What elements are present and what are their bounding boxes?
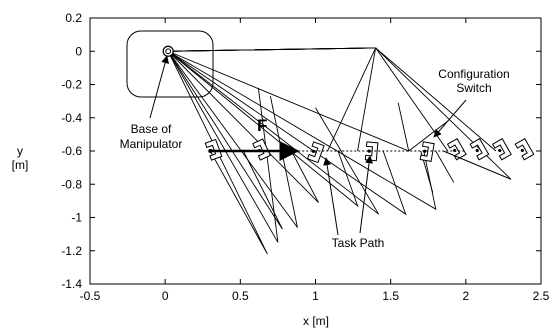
- arm-configuration: [168, 47, 449, 152]
- task-path-annotation: Task Path: [332, 236, 385, 250]
- x-axis-label: x [m]: [303, 314, 329, 328]
- gripper-point: [520, 148, 524, 153]
- arm-configuration: [167, 50, 407, 216]
- x-tick-label: 2.5: [533, 289, 550, 303]
- gripper: [469, 138, 490, 161]
- y-tick-label: -1.4: [61, 277, 82, 291]
- base-enclosure: [126, 30, 214, 98]
- y-tick-label: 0: [75, 44, 82, 58]
- x-tick-label: 0: [162, 289, 169, 303]
- arm-configuration: [167, 50, 380, 215]
- path-overlay: [208, 141, 512, 180]
- y-tick-label: -1: [71, 211, 82, 225]
- axis-ticks: -0.5 0 0.5 1 1.5 2 2.5 0.2 0 -0.2 -0.4 -0.6 -0.8 -1 -1…: [61, 11, 549, 303]
- force-label: F: [257, 116, 267, 135]
- switch-pointer-arrow: [433, 99, 467, 138]
- gripper-point: [475, 148, 479, 153]
- switch-annotation-line2: Switch: [456, 81, 491, 95]
- gripper-point: [423, 149, 427, 153]
- arm-configuration: [167, 50, 359, 208]
- extension-line: [443, 150, 512, 180]
- arm-configuration: [167, 50, 298, 228]
- gripper: [514, 138, 535, 161]
- arm-configuration: [167, 50, 319, 203]
- task-path-pointer-b: [359, 155, 374, 234]
- base-pointer-arrow: [149, 55, 169, 119]
- path-start-dot: [208, 149, 213, 153]
- y-tick-label: -0.8: [61, 177, 82, 191]
- x-tick-label: 0.5: [232, 289, 249, 303]
- gripper: [419, 141, 435, 163]
- gripper-jaw: [252, 138, 271, 161]
- y-tick-label: -0.2: [61, 78, 82, 92]
- gripper-poses: [204, 138, 535, 164]
- gripper: [306, 141, 325, 164]
- gripper-jaw: [419, 141, 435, 163]
- gripper-point: [367, 149, 371, 153]
- base-annotation-line2: Manipulator: [120, 137, 183, 151]
- base-joint-inner: [165, 48, 172, 55]
- y-tick-label: -0.4: [61, 111, 82, 125]
- arm-configuration: [167, 51, 283, 230]
- gripper-jaw: [469, 138, 490, 161]
- y-tick-label: -1.2: [61, 244, 82, 258]
- gripper: [491, 138, 512, 161]
- arm-configuration: [168, 47, 512, 180]
- arm-configuration: [167, 51, 279, 243]
- arm-configuration: [167, 50, 437, 211]
- x-tick-label: 1: [312, 289, 319, 303]
- x-tick-label: -0.5: [80, 289, 101, 303]
- gripper-jaw: [491, 138, 512, 161]
- x-tick-label: 1.5: [382, 289, 399, 303]
- gripper: [252, 138, 271, 161]
- gripper-jaw: [306, 141, 325, 164]
- arm-link: [435, 150, 455, 183]
- arm-configuration: [167, 51, 268, 255]
- task-path-pointer-a: [323, 157, 339, 236]
- y-axis-label-line2: [m]: [12, 158, 29, 172]
- arm-link: [408, 120, 449, 152]
- gripper-jaw: [446, 138, 467, 161]
- x-tick-label: 2: [462, 289, 469, 303]
- manipulator-links: [162, 45, 512, 255]
- y-axis-label-line1: y: [17, 144, 23, 158]
- y-tick-label: -0.6: [61, 144, 82, 158]
- gripper-jaw: [514, 138, 535, 161]
- y-tick-label: 0.2: [65, 11, 82, 25]
- gripper-point: [311, 149, 316, 153]
- gripper-point: [498, 148, 502, 153]
- switch-annotation-line1: Configuration: [438, 67, 509, 81]
- base-annotation-line1: Base of: [131, 122, 172, 136]
